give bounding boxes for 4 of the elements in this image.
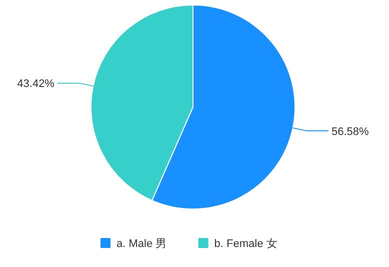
data-label: 43.42% (17, 78, 55, 90)
legend-label: b. Female 女 (214, 238, 278, 250)
data-label: 56.58% (332, 126, 370, 138)
legend-label: a. Male 男 (116, 238, 167, 250)
